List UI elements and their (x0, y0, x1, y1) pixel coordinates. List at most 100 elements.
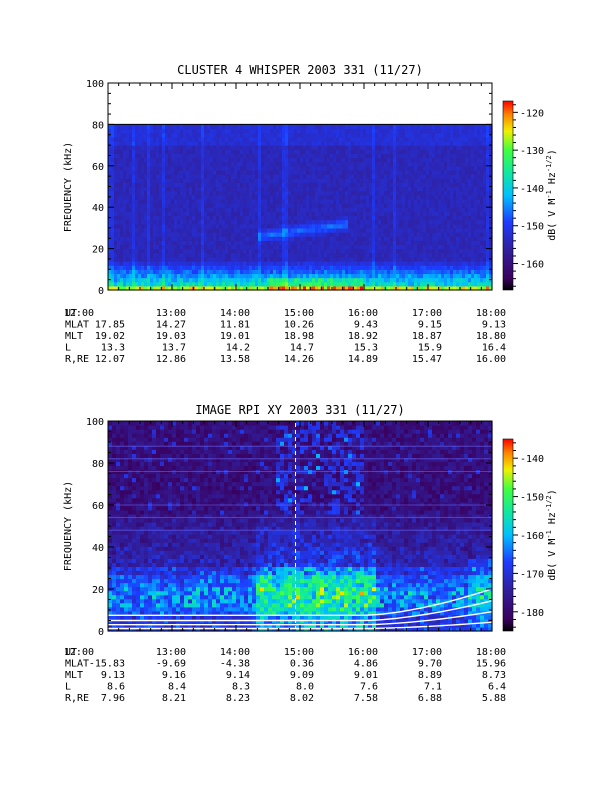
spectrogram-cell (204, 140, 208, 146)
spectrogram-cell (285, 265, 289, 270)
spectrogram-cell (222, 190, 226, 196)
spectrogram-cell (270, 236, 274, 241)
spectrogram-cell (135, 203, 139, 208)
spectrogram-cell (282, 194, 286, 200)
spectrogram-cell (399, 261, 403, 266)
spectrogram-cell (135, 281, 139, 287)
spectrogram-cell (339, 132, 343, 138)
spectrogram-cell (249, 182, 253, 188)
spectrogram-cell (261, 273, 265, 279)
spectrogram-cell (342, 232, 346, 237)
spectrogram-cell (198, 269, 202, 275)
spectrogram-cell (204, 149, 208, 154)
spectrogram-cell (123, 132, 127, 138)
spectrogram-cell (357, 140, 361, 146)
spectrogram-cell (267, 165, 271, 171)
spectrogram-cell (300, 223, 304, 229)
spectrogram-cell (330, 232, 334, 237)
spectrogram-cell (213, 240, 217, 246)
spectrogram-cell (291, 240, 295, 246)
spectrogram-cell (231, 169, 235, 175)
spectrogram-cell (129, 281, 133, 287)
spectrogram-cell (318, 281, 322, 287)
spectrogram-cell (138, 256, 142, 262)
spectrogram-cell (396, 186, 400, 192)
spectrogram-cell (249, 169, 253, 175)
spectrogram-cell (207, 285, 211, 291)
spectrogram-cell (141, 244, 145, 250)
spectrogram-cell (324, 165, 328, 171)
spectrogram-cell (375, 285, 379, 291)
spectrogram-cell (390, 140, 394, 146)
spectrogram-cell (318, 273, 322, 279)
spectrogram-cell (351, 198, 355, 204)
spectrogram-cell (333, 203, 337, 208)
spectrogram-cell (303, 186, 307, 192)
spectrogram-cell (279, 198, 283, 204)
spectrogram-cell (414, 149, 418, 154)
spectrogram-cell (405, 277, 409, 283)
spectrogram-cell (204, 182, 208, 188)
spectrogram-cell (183, 149, 187, 154)
spectrogram-cell (261, 211, 265, 217)
spectrogram-cell (387, 261, 391, 266)
spectrogram-cell (276, 248, 280, 254)
spectrogram-cell (186, 194, 190, 200)
spectrogram-cell (249, 190, 253, 196)
spectrogram-cell (186, 219, 190, 225)
spectrogram-cell (408, 281, 412, 287)
spectrogram-cell (120, 248, 124, 254)
spectrogram-cell (381, 149, 385, 154)
spectrogram-cell (267, 223, 271, 229)
spectrogram-cell (411, 124, 415, 130)
spectrogram-cell (330, 277, 334, 283)
spectrogram-cell (405, 227, 409, 233)
spectrogram-cell (294, 149, 298, 154)
spectrogram-cell (222, 132, 226, 138)
spectrogram-cell (408, 219, 412, 225)
spectrogram-cell (216, 285, 220, 291)
spectrogram-cell (147, 215, 151, 221)
spectrogram-cell (279, 273, 283, 279)
spectrogram-cell (381, 132, 385, 138)
spectrogram-cell (354, 136, 358, 142)
spectrogram-cell (210, 265, 214, 270)
spectrogram-cell (387, 236, 391, 241)
spectrogram-cell (375, 219, 379, 225)
spectrogram-cell (411, 227, 415, 233)
spectrogram-cell (147, 207, 151, 212)
spectrogram-cell (258, 273, 262, 279)
spectrogram-cell (195, 132, 199, 138)
spectrogram-cell (321, 211, 325, 217)
spectrogram-cell (384, 236, 388, 241)
spectrogram-cell (138, 227, 142, 233)
spectrogram-cell (318, 145, 322, 150)
spectrogram-cell (198, 285, 202, 291)
spectrogram-cell (258, 153, 262, 159)
spectrogram-cell (150, 236, 154, 241)
spectrogram-cell (327, 128, 331, 134)
spectrogram-cell (183, 165, 187, 171)
spectrogram-cell (408, 203, 412, 208)
spectrogram-cell (312, 149, 316, 154)
spectrogram-cell (249, 256, 253, 262)
spectrogram-cell (210, 277, 214, 283)
spectrogram-cell (240, 273, 244, 279)
spectrogram-cell (138, 207, 142, 212)
spectrogram-cell (186, 157, 190, 163)
spectrogram-cell (174, 252, 178, 258)
spectrogram-cell (312, 153, 316, 159)
spectrogram-cell (351, 223, 355, 229)
spectrogram-cell (327, 182, 331, 188)
spectrogram-cell (330, 194, 334, 200)
spectrogram-cell (183, 153, 187, 159)
spectrogram-cell (363, 124, 367, 130)
spectrogram-cell (399, 190, 403, 196)
spectrogram-cell (315, 174, 319, 179)
spectrogram-cell (327, 194, 331, 200)
spectrogram-cell (318, 174, 322, 179)
spectrogram-cell (120, 252, 124, 258)
spectrogram-cell (336, 165, 340, 171)
spectrogram-cell (168, 174, 172, 179)
spectrogram-cell (228, 248, 232, 254)
